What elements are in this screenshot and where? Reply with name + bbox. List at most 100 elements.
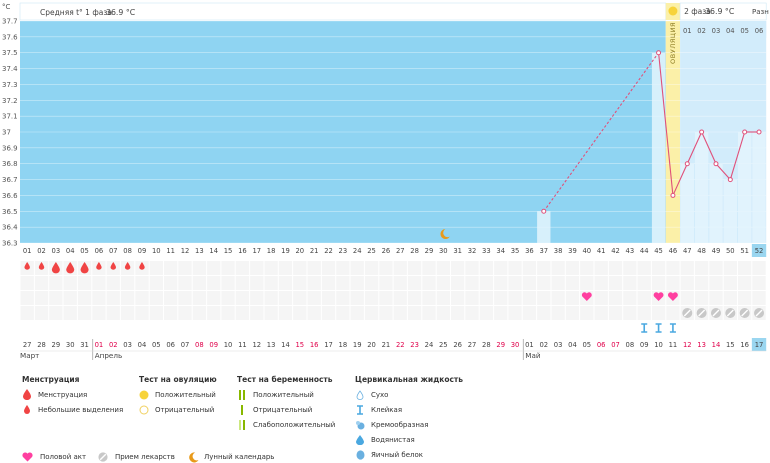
cycle-day-label: 43 bbox=[626, 247, 635, 255]
event-cell bbox=[637, 261, 651, 275]
cycle-day-label: 10 bbox=[152, 247, 161, 255]
date-label: 16 bbox=[740, 341, 749, 349]
event-cell bbox=[407, 261, 422, 275]
y-tick-label: 37.7 bbox=[2, 18, 18, 26]
event-cell bbox=[264, 261, 278, 275]
legend-label-lunar: Лунный календарь bbox=[204, 453, 275, 461]
event-cell bbox=[77, 306, 92, 320]
event-cell bbox=[293, 276, 307, 290]
event-cell bbox=[321, 306, 336, 320]
date-label: 12 bbox=[683, 341, 692, 349]
pill-stripe bbox=[698, 309, 706, 317]
event-cell bbox=[34, 276, 49, 290]
temperature-point bbox=[713, 161, 719, 167]
event-cell bbox=[479, 261, 494, 275]
legend-label-preg-negative: Отрицательный bbox=[253, 405, 313, 414]
event-cell bbox=[537, 276, 551, 290]
phase2-average-value: 36.9 °C bbox=[705, 7, 735, 16]
event-cell bbox=[149, 276, 163, 290]
phase2-header bbox=[679, 2, 767, 21]
event-cell bbox=[608, 261, 623, 275]
sticky-fluid-icon bbox=[669, 323, 676, 333]
temperature-bar bbox=[709, 163, 723, 243]
legend-pregnancy-test: Тест на беременность Положительный Отриц… bbox=[237, 375, 335, 432]
event-cell bbox=[637, 306, 651, 320]
event-cell bbox=[738, 276, 752, 290]
event-cell bbox=[608, 276, 623, 290]
event-cell bbox=[235, 306, 250, 320]
event-cell bbox=[293, 291, 307, 305]
cycle-day-label: 31 bbox=[453, 247, 462, 255]
event-cell bbox=[436, 291, 450, 305]
cycle-day-label: 20 bbox=[295, 247, 304, 255]
cycle-day-label: 08 bbox=[123, 247, 132, 255]
date-label: 08 bbox=[626, 341, 635, 349]
event-cell bbox=[336, 261, 350, 275]
current-day-cell bbox=[751, 244, 767, 257]
y-tick-label: 36.4 bbox=[2, 224, 18, 232]
event-cell bbox=[178, 261, 192, 275]
event-cell bbox=[221, 291, 235, 305]
event-cell bbox=[164, 291, 178, 305]
event-cell bbox=[680, 261, 694, 275]
date-label: 06 bbox=[597, 341, 606, 349]
heart-icon bbox=[667, 292, 678, 301]
event-cell bbox=[651, 306, 666, 320]
event-cell bbox=[709, 276, 723, 290]
date-label: 28 bbox=[37, 341, 46, 349]
event-cell bbox=[451, 291, 465, 305]
cycle-day-label: 37 bbox=[539, 247, 548, 255]
temperature-line-dashed bbox=[543, 52, 660, 212]
phase2-days-header bbox=[680, 21, 767, 38]
event-cell bbox=[34, 291, 49, 305]
event-cell bbox=[278, 276, 293, 290]
cycle-day-label: 28 bbox=[410, 247, 419, 255]
cycle-day-label: 04 bbox=[66, 247, 75, 255]
event-cell bbox=[164, 261, 178, 275]
event-cell bbox=[192, 306, 207, 320]
event-cell bbox=[565, 306, 580, 320]
event-cell bbox=[120, 276, 135, 290]
event-cell bbox=[34, 306, 49, 320]
date-label: 09 bbox=[640, 341, 649, 349]
event-cell bbox=[221, 306, 235, 320]
event-cell bbox=[92, 306, 106, 320]
event-cell bbox=[666, 261, 680, 275]
date-label: 28 bbox=[482, 341, 491, 349]
event-cell bbox=[494, 291, 508, 305]
temperature-bar bbox=[651, 52, 666, 243]
event-cell bbox=[120, 291, 135, 305]
ovulation-label: ОВУЛЯЦИЯ bbox=[669, 22, 677, 64]
event-cell bbox=[250, 261, 264, 275]
cycle-day-label: 25 bbox=[367, 247, 376, 255]
event-cell bbox=[694, 291, 709, 305]
y-tick-label: 36.5 bbox=[2, 208, 18, 216]
date-label: 10 bbox=[224, 341, 233, 349]
temperature-point bbox=[684, 161, 690, 167]
legend-label-ovu-positive: Положительный bbox=[155, 390, 216, 399]
event-cell bbox=[250, 306, 264, 320]
event-cell bbox=[436, 306, 450, 320]
event-cell bbox=[479, 291, 494, 305]
event-cell bbox=[537, 291, 551, 305]
event-cell bbox=[77, 276, 92, 290]
event-cell bbox=[666, 276, 680, 290]
event-cell bbox=[508, 261, 522, 275]
date-label: 07 bbox=[611, 341, 620, 349]
legend-label-preg-weak: Слабоположительный bbox=[253, 420, 336, 429]
temperature-point bbox=[756, 129, 762, 135]
y-tick-label: 37.2 bbox=[2, 97, 18, 105]
date-label: 19 bbox=[353, 341, 362, 349]
event-cell bbox=[364, 261, 379, 275]
event-cell bbox=[307, 291, 321, 305]
event-cell bbox=[580, 261, 594, 275]
pill-stripe bbox=[726, 309, 734, 317]
date-label: 09 bbox=[209, 341, 218, 349]
date-label: 05 bbox=[152, 341, 161, 349]
y-tick-label: 37.4 bbox=[2, 65, 18, 73]
heart-icon bbox=[653, 292, 664, 301]
phase2-day-label: 06 bbox=[755, 27, 764, 35]
temperature-point bbox=[656, 50, 662, 56]
cycle-day-label: 12 bbox=[181, 247, 190, 255]
legend-label-medication: Прием лекарств bbox=[115, 453, 175, 461]
